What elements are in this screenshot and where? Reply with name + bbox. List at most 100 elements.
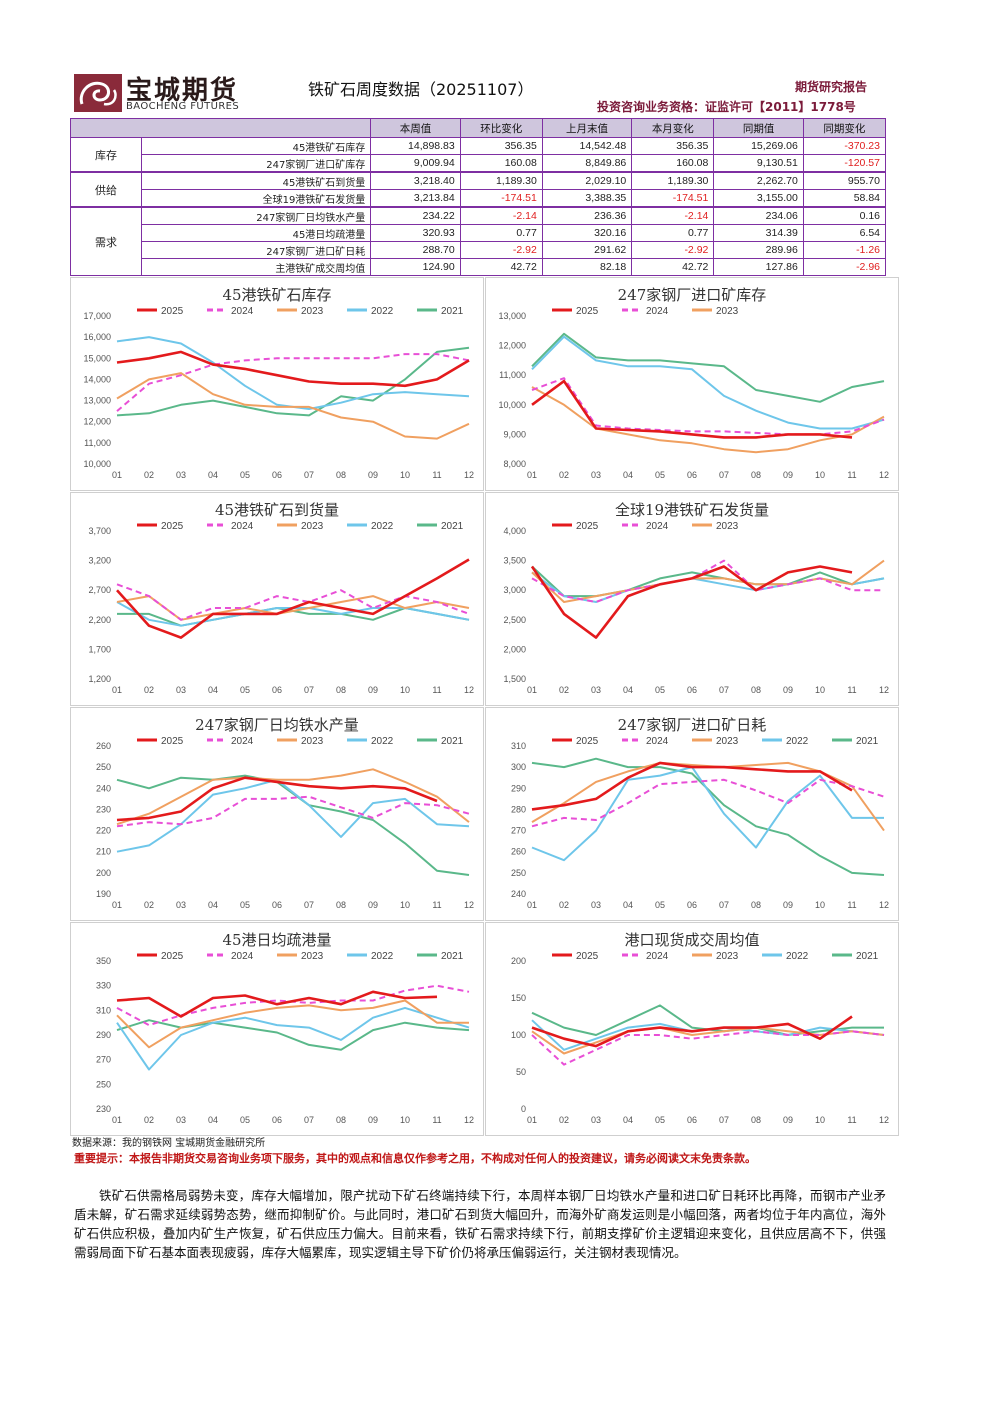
x-tick-label: 09 xyxy=(368,900,378,910)
chart-title: 247家钢厂日均铁水产量 xyxy=(195,716,359,734)
series-line-2025 xyxy=(531,1015,853,1048)
x-tick-label: 12 xyxy=(464,900,474,910)
table-cell: -2.14 xyxy=(459,206,543,225)
table-cell: 3,155.00 xyxy=(713,189,804,208)
x-tick-label: 12 xyxy=(464,470,474,480)
x-tick-label: 06 xyxy=(687,900,697,910)
x-tick-label: 03 xyxy=(591,470,601,480)
table-cell: 2,029.10 xyxy=(541,171,633,190)
x-tick-label: 04 xyxy=(623,900,633,910)
x-tick-label: 06 xyxy=(687,685,697,695)
summary-table: 本周值 环比变化 上月末值 本月变化 同期值 同期变化 库存 45港铁矿石库存 14… xyxy=(69,118,887,276)
chart-port-inventory: 45港铁矿石库存 2025 2024 2023 2022 2021 17,000 16,000… xyxy=(83,286,474,480)
y-tick-label: 270 xyxy=(96,1055,111,1065)
series-line-2023 xyxy=(116,999,469,1049)
table-cell: 14,898.83 xyxy=(370,137,461,155)
y-tick-label: 2,200 xyxy=(88,615,111,625)
x-tick-label: 07 xyxy=(304,685,314,695)
data-source: 数据来源：我的钢铁网 宝城期货金融研究所 xyxy=(72,1138,266,1149)
x-tick-label: 05 xyxy=(240,1115,250,1125)
chart-title: 45港日均疏港量 xyxy=(222,931,331,949)
x-tick-label: 10 xyxy=(815,1115,825,1125)
y-tick-label: 2,700 xyxy=(88,585,111,595)
table-cell: -2.14 xyxy=(631,206,715,225)
table-header: 同期值 xyxy=(713,118,804,138)
x-tick-label: 07 xyxy=(304,900,314,910)
x-tick-label: 05 xyxy=(655,685,665,695)
x-tick-label: 12 xyxy=(879,685,889,695)
y-tick-label: 240 xyxy=(96,783,111,793)
x-tick-label: 03 xyxy=(591,685,601,695)
x-tick-label: 06 xyxy=(272,900,282,910)
table-header: 环比变化 xyxy=(459,118,543,138)
x-tick-label: 07 xyxy=(719,900,729,910)
chart-global-shipments: 全球19港铁矿石发货量 2025 2024 2023 4,000 3,500 3,000 2,… xyxy=(503,501,889,695)
y-tick-label: 13,000 xyxy=(83,396,111,406)
chart-title: 港口现货成交周均值 xyxy=(624,931,759,949)
x-tick-label: 06 xyxy=(687,1115,697,1125)
chart-title: 全球19港铁矿石发货量 xyxy=(615,501,769,519)
x-tick-label: 12 xyxy=(879,470,889,480)
y-tick-label: 150 xyxy=(511,993,526,1003)
legend-label: 2023 xyxy=(716,736,739,747)
x-tick-label: 07 xyxy=(719,1115,729,1125)
y-tick-label: 11,000 xyxy=(84,438,111,448)
y-tick-label: 50 xyxy=(516,1067,526,1077)
table-cell: 0.77 xyxy=(459,224,543,242)
legend-label: 2024 xyxy=(231,521,254,532)
series-line-2024 xyxy=(116,795,470,828)
x-tick-label: 04 xyxy=(208,685,218,695)
x-tick-label: 12 xyxy=(879,1115,889,1125)
table-cell: 42.72 xyxy=(631,258,715,276)
series-line-2025 xyxy=(116,990,438,1018)
table-cell: 0.77 xyxy=(631,224,715,242)
chart-mill-inventory: 247家钢厂进口矿库存 2025 2024 2023 13,000 12,000 11,00… xyxy=(498,286,889,480)
table-row: 供给 45港铁矿石到货量 3,218.40 1,189.30 2,029.10 1,189… xyxy=(70,171,887,208)
table-header-row: 本周值 环比变化 上月末值 本月变化 同期值 同期变化 xyxy=(69,118,887,138)
x-tick-label: 02 xyxy=(559,1115,569,1125)
series-line-2024 xyxy=(116,583,470,621)
x-tick-label: 05 xyxy=(240,685,250,695)
chart-panel-mill-inventory: 247家钢厂进口矿库存 2025 2024 2023 13,000 12,000 11,00… xyxy=(485,277,899,491)
legend-label: 2021 xyxy=(441,736,464,747)
x-tick-label: 10 xyxy=(815,470,825,480)
table-row: 45港日均疏港量 320.93 0.77 320.16 0.77 314.39 6.54 xyxy=(71,224,887,242)
table-group-label: 库存 xyxy=(70,137,142,173)
x-tick-label: 03 xyxy=(591,1115,601,1125)
table-row: 全球19港铁矿石发货量 3,213.84 -174.51 3,388.35 -174.5… xyxy=(71,189,887,208)
y-tick-label: 3,200 xyxy=(88,556,111,566)
x-tick-label: 09 xyxy=(783,470,793,480)
legend-label: 2024 xyxy=(646,306,669,317)
x-tick-label: 11 xyxy=(432,685,441,695)
table-cell: 15,269.06 xyxy=(713,137,804,155)
table-cell: 6.54 xyxy=(802,224,887,242)
y-tick-label: 240 xyxy=(511,889,526,899)
y-tick-label: 230 xyxy=(96,1104,111,1114)
chart-panel-port-inventory: 45港铁矿石库存 2025 2024 2023 2022 2021 17,000 16,000… xyxy=(70,277,484,491)
table-cell: 3,218.40 xyxy=(370,171,461,190)
x-tick-label: 01 xyxy=(527,900,537,910)
y-tick-label: 210 xyxy=(96,847,111,857)
y-tick-label: 230 xyxy=(96,804,111,814)
license-info: 投资咨询业务资格：证监许可【2011】1778号 xyxy=(597,100,856,114)
brand-logo-icon xyxy=(74,74,122,112)
x-tick-label: 10 xyxy=(400,470,410,480)
x-tick-label: 12 xyxy=(879,900,889,910)
x-tick-label: 10 xyxy=(400,1115,410,1125)
table-cell: 0.16 xyxy=(802,206,887,225)
x-tick-label: 10 xyxy=(400,900,410,910)
x-tick-label: 11 xyxy=(847,1115,856,1125)
x-tick-label: 05 xyxy=(655,1115,665,1125)
x-tick-label: 03 xyxy=(176,1115,186,1125)
y-tick-label: 1,700 xyxy=(88,644,111,654)
legend-label: 2022 xyxy=(371,951,394,962)
table-cell: -2.96 xyxy=(802,258,887,276)
x-tick-label: 02 xyxy=(144,470,154,480)
table-header: 本周值 xyxy=(370,118,461,138)
x-tick-label: 08 xyxy=(751,685,761,695)
chart-port-arrivals: 45港铁矿石到货量 2025 2024 2023 2022 2021 3,700 3,200 2… xyxy=(88,501,474,695)
table-cell: 9,009.94 xyxy=(370,154,461,173)
legend-label: 2023 xyxy=(301,951,324,962)
y-tick-label: 260 xyxy=(96,741,111,751)
x-tick-label: 08 xyxy=(336,470,346,480)
